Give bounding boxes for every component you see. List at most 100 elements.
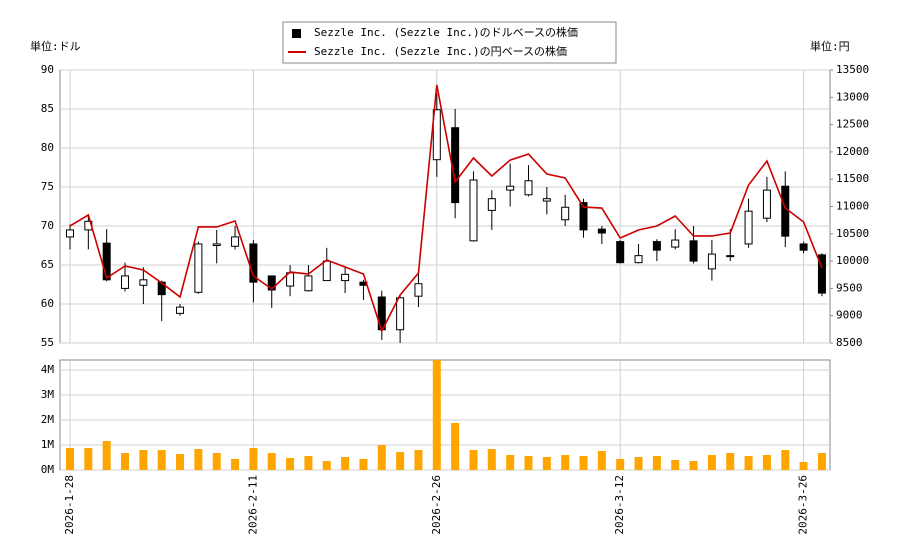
volume-bar (377, 445, 386, 470)
legend-label: Sezzle Inc. (Sezzle Inc.)のドルベースの株価 (314, 25, 578, 39)
x-tick-label: 2026-3-12 (613, 475, 626, 535)
legend-label: Sezzle Inc. (Sezzle Inc.)の円ベースの株価 (314, 44, 567, 58)
price-line (69, 84, 823, 334)
candle-body (542, 198, 551, 202)
y2-tick-label: 12500 (836, 118, 869, 131)
y-tick-label: 4M (41, 363, 55, 376)
y2-tick-label: 11500 (836, 172, 869, 185)
y2-tick-label: 9500 (836, 281, 863, 294)
candle-body (817, 254, 826, 294)
volume-bar (561, 455, 570, 470)
y-tick-label: 70 (41, 219, 54, 232)
volume-bar (726, 453, 735, 470)
y2-tick-label: 12000 (836, 145, 869, 158)
volume-bar (579, 456, 588, 470)
legend-swatch (292, 29, 301, 38)
volume-bar (139, 450, 148, 470)
candle-body (597, 228, 606, 234)
volume-plot (59, 359, 831, 471)
volume-bar (286, 458, 295, 470)
y-axis-label: 単位:ドル (30, 39, 81, 53)
volume-bar (267, 453, 276, 470)
y-tick-label: 3M (41, 388, 55, 401)
candle-body (176, 306, 185, 314)
candle-body (231, 236, 240, 247)
candle-body (799, 243, 808, 251)
y2-tick-label: 10500 (836, 227, 869, 240)
x-tick-label: 2026-3-26 (797, 475, 810, 535)
volume-bar (432, 360, 441, 470)
x-tick-label: 2026-2-11 (246, 475, 259, 535)
candle-body (469, 179, 478, 242)
volume-bar (194, 449, 203, 470)
volume-bar (102, 441, 111, 470)
volume-bar (616, 459, 625, 470)
candle-body (212, 243, 221, 247)
candle-body (671, 239, 680, 248)
volume-bar (524, 456, 533, 470)
candle-body (66, 229, 74, 238)
candle-body (707, 253, 716, 270)
candle-body (194, 243, 203, 293)
candle-body (322, 260, 331, 282)
candle-body (744, 210, 753, 245)
volume-bar (597, 451, 606, 470)
candle-body (524, 180, 533, 196)
volume-bar (359, 459, 368, 470)
volume-bar (176, 454, 185, 470)
y2-tick-label: 8500 (836, 336, 863, 349)
candle-body (781, 185, 790, 237)
y-tick-label: 75 (41, 180, 54, 193)
y-tick-label: 55 (41, 336, 54, 349)
volume-bar (799, 462, 808, 470)
candle-body (341, 273, 350, 282)
y-tick-label: 90 (41, 63, 54, 76)
volume-bar (414, 450, 423, 470)
volume-bar (817, 453, 826, 470)
volume-bar (451, 423, 460, 470)
volume-bar (121, 453, 130, 470)
price-plot (59, 69, 831, 344)
volume-bar (542, 457, 551, 470)
volume-bar (707, 455, 716, 470)
volume-bar (469, 450, 478, 470)
x-tick-label: 2026-1-28 (63, 475, 76, 535)
candle-body (506, 185, 515, 191)
y-tick-label: 2M (41, 413, 55, 426)
candle-body (579, 202, 588, 231)
volume-bar (781, 450, 790, 470)
volume-bar (157, 450, 166, 470)
y2-tick-label: 13000 (836, 90, 869, 103)
volume-bar (249, 448, 258, 470)
volume-bar (231, 459, 240, 470)
y-tick-label: 85 (41, 102, 54, 115)
candle-body (762, 189, 771, 219)
candle-body (652, 241, 661, 251)
volume-bar (671, 460, 680, 470)
y2-tick-label: 10000 (836, 254, 869, 267)
y2-tick-label: 13500 (836, 63, 869, 76)
volume-bar (304, 456, 313, 470)
candle-body (487, 198, 496, 211)
volume-bar (84, 448, 93, 470)
candle-body (634, 255, 643, 264)
y-tick-label: 60 (41, 297, 54, 310)
legend (282, 21, 617, 64)
candle-body (414, 283, 423, 297)
candle-body (396, 297, 405, 331)
volume-bar (66, 448, 74, 470)
y-tick-label: 1M (41, 438, 55, 451)
y-tick-label: 65 (41, 258, 54, 271)
candle-body (432, 109, 441, 161)
candle-body (689, 240, 698, 262)
volume-bar (689, 461, 698, 470)
x-tick-label: 2026-2-26 (430, 475, 443, 535)
candle-body (616, 241, 625, 264)
y2-tick-label: 11000 (836, 200, 869, 213)
candle-body (304, 275, 313, 292)
volume-bar (322, 461, 331, 470)
candle-body (102, 242, 111, 281)
y2-tick-label: 9000 (836, 309, 863, 322)
